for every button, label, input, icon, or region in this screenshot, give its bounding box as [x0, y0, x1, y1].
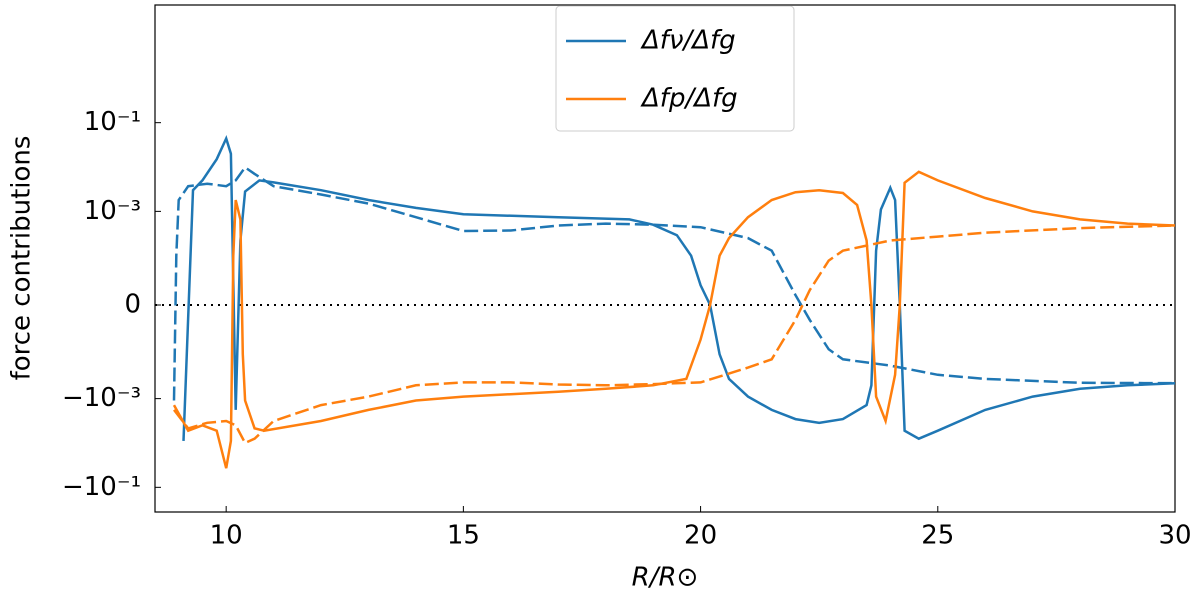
x-tick-label: 20: [684, 521, 717, 551]
legend-label: Δfν/Δfg: [640, 26, 736, 56]
x-tick-label: 15: [447, 521, 480, 551]
y-axis-label: force contributions: [7, 136, 37, 381]
y-tick-label: −10⁻¹: [62, 472, 141, 502]
x-axis-label: R/R⊙: [632, 563, 699, 593]
x-tick-label: 25: [921, 521, 954, 551]
y-tick-label: 10⁻³: [84, 196, 141, 226]
legend: Δfν/Δfg Δfp/Δfg: [555, 5, 795, 132]
line: [182, 135, 1176, 441]
legend-label: Δfp/Δfg: [640, 84, 738, 114]
y-tick-label: 0: [124, 289, 141, 319]
y-tick-label: −10⁻³: [62, 383, 141, 413]
line: [172, 170, 1176, 469]
y-tick-label: 10⁻¹: [84, 107, 141, 137]
dashed-line: [172, 165, 1176, 401]
x-tick-label: 30: [1158, 521, 1191, 551]
x-tick-label: 10: [210, 521, 243, 551]
dashed-line: [173, 224, 1176, 445]
plot-frame: [154, 4, 1176, 513]
